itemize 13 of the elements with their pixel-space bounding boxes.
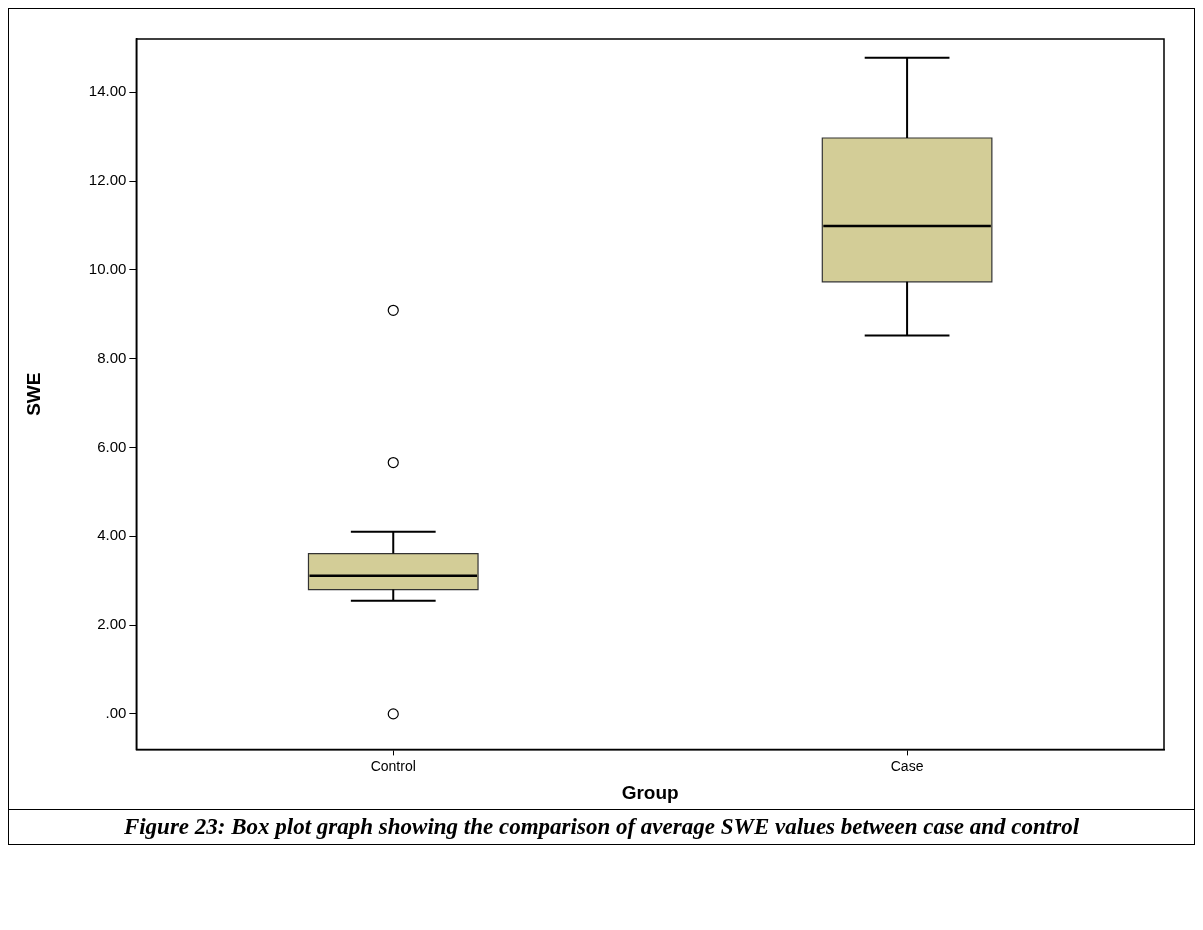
caption: Figure 23: Box plot graph showing the comparison of average SWE values between case and control: [9, 809, 1194, 844]
x-tick-label: Control: [370, 757, 416, 774]
y-axis-title: SWE: [22, 372, 44, 416]
x-axis-title: Group: [621, 781, 679, 803]
y-tick-label: 8.00: [97, 348, 127, 366]
y-tick-label: 4.00: [97, 526, 127, 544]
y-tick-label: 14.00: [88, 82, 127, 100]
y-tick-label: 6.00: [97, 437, 127, 455]
y-tick-label: 12.00: [88, 171, 127, 189]
y-tick-label: 10.00: [88, 260, 127, 278]
y-tick-label: .00: [105, 704, 127, 722]
y-tick-label: 2.00: [97, 615, 127, 633]
x-tick-label: Case: [890, 757, 924, 774]
